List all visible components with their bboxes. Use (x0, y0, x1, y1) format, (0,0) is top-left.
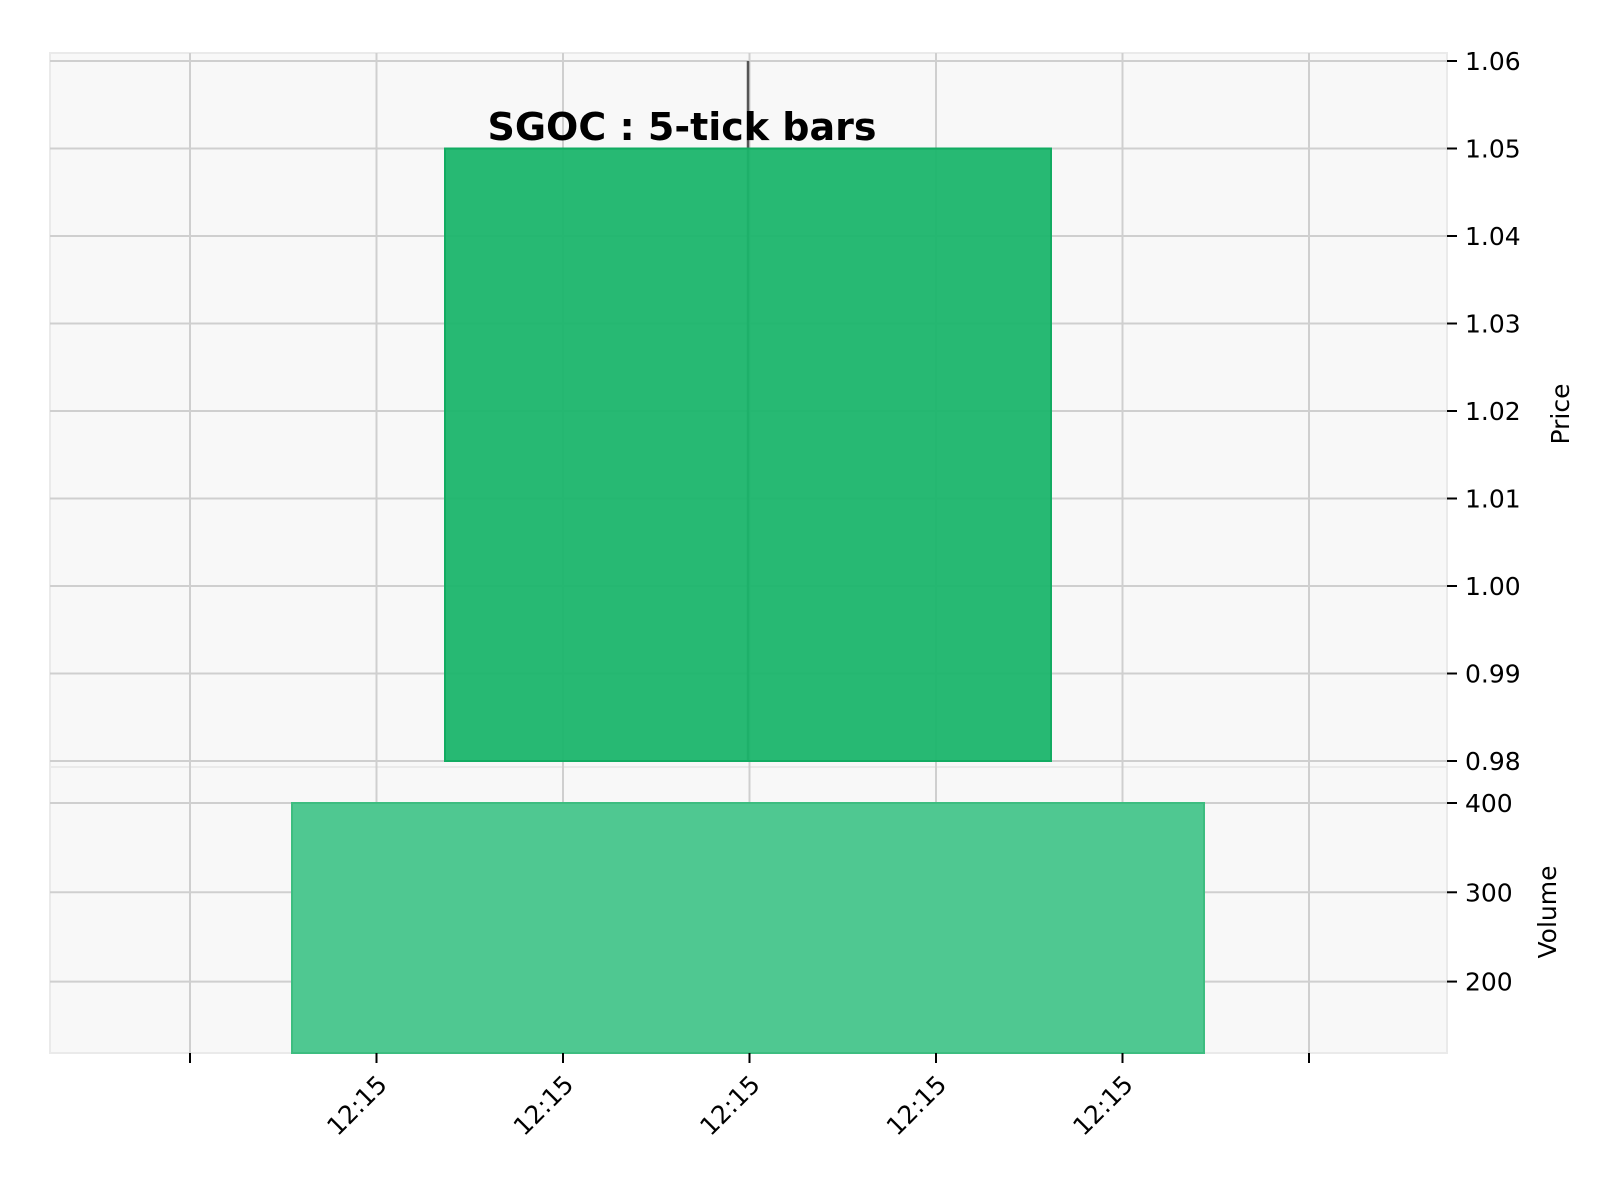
volume-axis: 200 300 400 (1447, 789, 1513, 997)
x-tick-label: 12:15 (1067, 1070, 1138, 1141)
price-tick-label: 1.04 (1465, 222, 1521, 251)
price-tick-label: 1.03 (1465, 310, 1521, 339)
x-axis: 12:15 12:15 12:15 12:15 12:15 (189, 1053, 1310, 1141)
price-tick-label: 0.98 (1465, 747, 1521, 776)
volume-tick-label: 300 (1465, 878, 1513, 907)
volume-tick-label: 400 (1465, 789, 1513, 818)
candle-body (444, 147, 1052, 762)
price-tick-label: 0.99 (1465, 660, 1521, 689)
x-tick-label: 12:15 (321, 1070, 392, 1141)
volume-bars (291, 802, 1205, 1054)
x-tick-label: 12:15 (881, 1070, 952, 1141)
price-tick-label: 1.02 (1465, 397, 1521, 426)
price-axis-title: Price (1546, 384, 1575, 445)
price-tick-label: 1.06 (1465, 47, 1521, 76)
x-tick-label: 12:15 (694, 1070, 765, 1141)
price-tick-label: 1.00 (1465, 572, 1521, 601)
volume-axis-title: Volume (1533, 866, 1562, 959)
candles (444, 61, 1052, 762)
price-axis: 0.98 0.99 1.00 1.01 1.02 1.03 1.04 1.05 1.06 (1447, 47, 1521, 776)
price-tick-label: 1.05 (1465, 135, 1521, 164)
x-tick-label: 12:15 (508, 1070, 579, 1141)
volume-tick-label: 200 (1465, 968, 1513, 997)
price-tick-label: 1.01 (1465, 485, 1521, 514)
volume-bar (291, 802, 1205, 1054)
chart-title: SGOC : 5-tick bars (487, 105, 876, 149)
